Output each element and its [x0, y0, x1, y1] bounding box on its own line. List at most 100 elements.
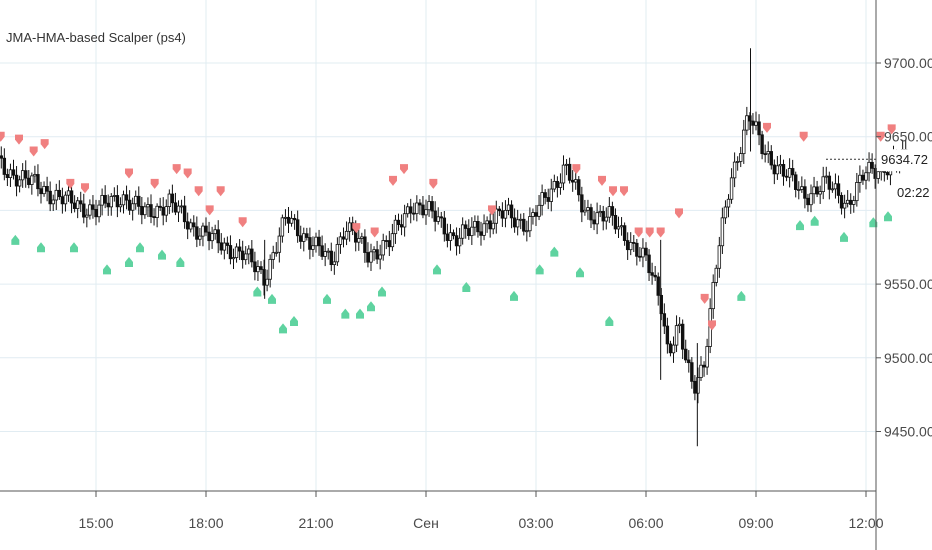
candle-body: [405, 206, 410, 215]
candle-body: [305, 233, 309, 238]
candle-body: [161, 206, 165, 216]
sell-signal-marker: [389, 175, 397, 186]
sell-signal-marker: [40, 139, 49, 150]
candle-body: [885, 172, 890, 176]
candle-body: [760, 134, 764, 155]
candle-body: [797, 189, 801, 191]
candle-body: [195, 226, 199, 240]
candle-body: [329, 250, 333, 266]
sell-signal-marker: [125, 168, 133, 179]
candle-body: [500, 210, 505, 219]
y-tick-label: 9650.00: [884, 129, 932, 145]
candle-body: [457, 237, 462, 247]
candle-body: [317, 236, 321, 247]
price-axis[interactable]: 9450.00 9500.00 9550.00 9650.00 9700.00: [876, 55, 932, 440]
candle-body: [445, 233, 450, 241]
candle-body: [671, 344, 676, 354]
candle-body: [497, 208, 502, 212]
candle-body: [833, 183, 838, 190]
candle-body: [259, 266, 263, 270]
candle-body: [464, 224, 468, 229]
candle-body: [332, 261, 337, 266]
sell-signal-marker: [656, 227, 665, 238]
indicator-title: JMA-HMA-based Scalper (ps4): [6, 30, 186, 45]
last-price-value: 9634.72: [881, 152, 928, 167]
candles: [0, 48, 908, 447]
candle-body: [641, 247, 645, 258]
candle-body: [534, 212, 538, 217]
candle-body: [442, 217, 447, 235]
sell-signal-marker: [620, 186, 628, 197]
candle-body: [729, 177, 734, 200]
sell-signal-marker: [675, 208, 683, 219]
candle-body: [598, 211, 602, 214]
candle-body: [696, 377, 700, 394]
candle-body: [543, 192, 547, 198]
candle-body: [363, 236, 367, 253]
sell-signal-marker: [634, 227, 643, 238]
candle-body: [369, 251, 373, 263]
candle-body: [27, 177, 31, 185]
candle-body: [876, 171, 880, 179]
candle-body: [592, 219, 596, 225]
bar-countdown: 02:22: [897, 185, 930, 200]
candle-body: [855, 182, 859, 202]
candle-body: [268, 258, 272, 280]
candle-body: [45, 185, 49, 192]
candle-body: [650, 272, 654, 276]
candle-body: [24, 170, 28, 179]
candle-body: [864, 172, 868, 181]
candle-body: [687, 359, 691, 364]
candle-body: [33, 174, 37, 177]
sell-signal-marker: [700, 293, 709, 304]
candle-body: [283, 216, 288, 219]
time-axis[interactable]: 15:00 18:00 21:00 Сен 03:00 06:00 09:00 12:00: [78, 491, 884, 531]
candle-body: [72, 202, 77, 209]
candle-body: [717, 245, 722, 269]
sell-signal-marker: [150, 178, 159, 189]
buy-signal-marker: [550, 246, 559, 257]
candle-body: [512, 217, 517, 228]
candle-body: [387, 240, 392, 248]
candle-body: [30, 175, 34, 185]
candle-body: [299, 235, 303, 242]
candle-body: [302, 233, 306, 242]
buy-signal-marker: [103, 264, 111, 275]
candle-body: [146, 204, 150, 208]
candle-body: [540, 192, 544, 206]
candle-body: [240, 250, 245, 261]
candle-body: [381, 240, 385, 256]
candle-body: [589, 207, 593, 221]
candle-body: [812, 186, 816, 195]
candle-body: [424, 209, 428, 216]
candle-body: [586, 207, 590, 211]
sell-signal-marker: [183, 168, 192, 179]
candle-body: [842, 202, 847, 209]
candle-body: [430, 201, 434, 212]
candle-body: [79, 200, 83, 205]
candle-body: [320, 245, 324, 257]
candle-body: [201, 225, 205, 237]
candle-body: [653, 274, 657, 278]
candle-body: [344, 230, 349, 240]
candle-body: [604, 216, 608, 222]
candle-body: [158, 205, 162, 208]
candle-body: [845, 199, 850, 204]
candle-body: [277, 235, 282, 253]
candle-body: [399, 224, 404, 228]
candle-body: [552, 181, 557, 190]
candle-body: [210, 233, 214, 242]
buy-signal-marker: [535, 264, 544, 275]
candle-body: [778, 164, 783, 167]
candle-body: [476, 221, 480, 233]
candle-body: [219, 242, 223, 251]
last-price-tag: 9634.72 02:22: [877, 149, 932, 200]
candle-body: [308, 237, 312, 250]
sell-signal-marker: [429, 178, 438, 189]
buy-signal-marker: [810, 215, 819, 226]
candle-body: [766, 151, 770, 155]
candle-body: [574, 179, 578, 183]
candle-body: [509, 204, 514, 219]
sell-signal-marker: [887, 124, 896, 135]
